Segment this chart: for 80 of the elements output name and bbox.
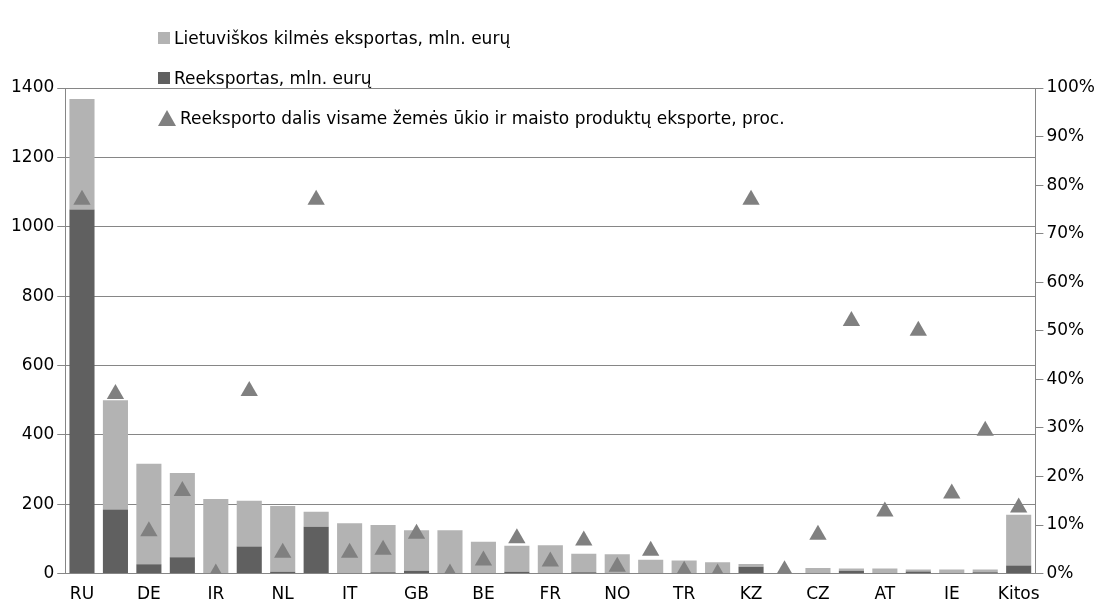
point [809, 524, 827, 540]
bar [169, 557, 195, 574]
x-tick-label: IT [341, 583, 358, 604]
x-tick-label: CZ [806, 583, 830, 604]
x-tick-label: NO [604, 583, 631, 604]
y2-tick-label: 60% [1046, 270, 1085, 291]
bar [69, 99, 95, 210]
point [642, 540, 660, 556]
bar [236, 546, 262, 574]
y-tick-label: 600 [21, 353, 55, 374]
point [508, 528, 526, 544]
point [106, 383, 125, 399]
x-tick-label: AT [874, 583, 896, 604]
y2-tick-label: 100% [1046, 76, 1096, 97]
y2-tick-label: 0% [1046, 562, 1074, 583]
x-tick-label: TR [672, 583, 696, 604]
y2-tick-label: 70% [1046, 222, 1085, 243]
point [842, 311, 861, 327]
legend-label: Reeksportas, mln. eurų [174, 67, 372, 90]
y-tick-label: 1400 [11, 76, 55, 97]
bar [805, 568, 831, 574]
x-tick-label: Kitos [997, 583, 1040, 604]
point [240, 381, 258, 397]
bar [504, 545, 530, 572]
bar [303, 526, 329, 574]
y2-tick-label: 90% [1046, 124, 1085, 145]
x-tick-label: DE [136, 583, 161, 604]
y-tick-label: 1000 [11, 215, 55, 236]
bar [136, 463, 162, 565]
y2-tick-label: 50% [1046, 319, 1085, 340]
x-tick-label: NL [271, 583, 295, 604]
bar [303, 511, 329, 527]
bar [102, 400, 128, 510]
bar [203, 499, 229, 574]
point [407, 523, 426, 539]
point [742, 189, 760, 205]
x-tick-label: IR [207, 583, 225, 604]
bar [638, 559, 664, 573]
bar [1006, 514, 1032, 566]
point [73, 189, 91, 205]
x-tick-label: BE [472, 583, 495, 604]
bar [169, 473, 195, 558]
point [173, 481, 192, 497]
y2-tick-label: 10% [1046, 513, 1085, 534]
point [575, 530, 593, 546]
y2-tick-label: 20% [1046, 464, 1085, 485]
point [876, 501, 894, 517]
bar [437, 530, 463, 574]
legend-label: Lietuviškos kilmės eksportas, mln. eurų [174, 27, 511, 50]
y-tick-label: 200 [21, 492, 55, 513]
x-tick-label: GB [404, 583, 429, 604]
point [307, 189, 325, 205]
point [274, 542, 292, 558]
x-tick-label: FR [539, 583, 562, 604]
x-tick-label: IE [943, 583, 960, 604]
bar [136, 564, 162, 574]
y-tick-label: 0 [43, 562, 55, 583]
bar [571, 553, 597, 573]
bar [738, 566, 764, 574]
bar [102, 509, 128, 574]
bar [69, 209, 95, 574]
x-tick-label: KZ [739, 583, 763, 604]
y2-tick-label: 30% [1046, 416, 1085, 437]
point [909, 320, 927, 336]
point [1010, 497, 1028, 513]
y2-tick-label: 40% [1046, 367, 1085, 388]
point [976, 420, 994, 436]
bar [738, 563, 764, 567]
bar [236, 500, 262, 547]
bar [1006, 565, 1032, 574]
bar [872, 568, 898, 573]
legend-label: Reeksporto dalis visame žemės ūkio ir maisto produktų eksporte, proc. [180, 107, 785, 130]
x-tick-label: RU [69, 583, 95, 604]
y-tick-label: 800 [21, 284, 55, 305]
point [943, 483, 961, 499]
bar [270, 505, 296, 572]
point [140, 521, 158, 537]
y2-tick-label: 80% [1046, 173, 1085, 194]
y-tick-label: 1200 [11, 145, 55, 166]
y-tick-label: 400 [21, 423, 55, 444]
